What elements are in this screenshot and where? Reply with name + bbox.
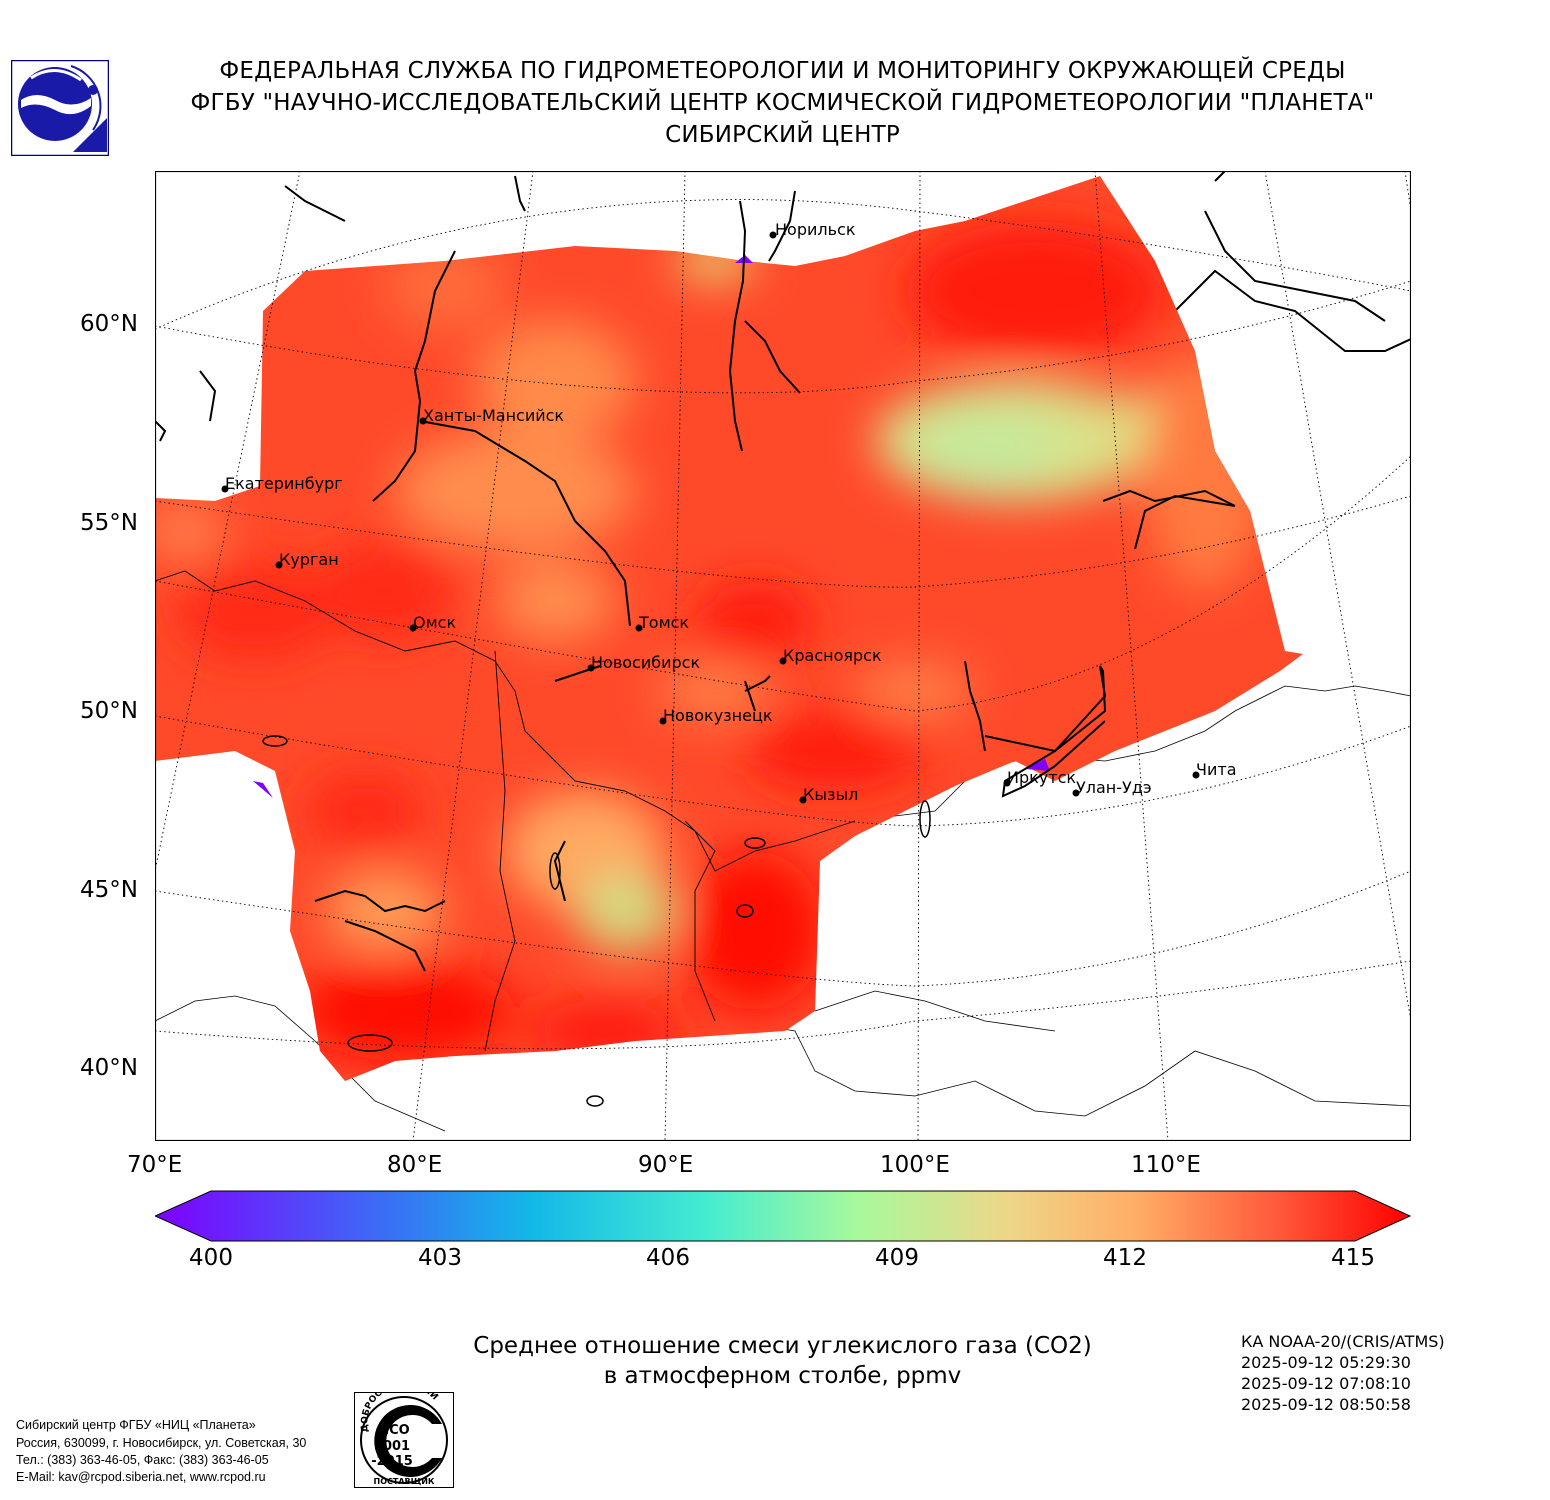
svg-text:Норильск: Норильск [775, 220, 856, 239]
footer-email: E-Mail: kav@rcpod.siberia.net, www.rcpod… [16, 1470, 266, 1484]
satellite-time-3: 2025-09-12 08:50:58 [1241, 1395, 1411, 1414]
svg-text:Омск: Омск [413, 613, 456, 632]
caption-line-1: Среднее отношение смеси углекислого газа… [473, 1333, 1092, 1359]
iso-badge: ДОБРОСОВЕСТНЫЙ ИСО 9001 -2015 ПОСТАВЩИК [354, 1379, 454, 1488]
city-kurgan: Курган [275, 550, 339, 569]
city-norilsk: Норильск [769, 220, 856, 239]
satellite-time-2: 2025-09-12 07:08:10 [1241, 1374, 1411, 1393]
svg-text:Екатеринбург: Екатеринбург [225, 474, 343, 493]
colorbar-tick-412: 412 [1103, 1245, 1147, 1271]
co2-map: Норильск Ханты-Мансийск Екатеринбург Кур… [154, 170, 1412, 1142]
lat-label-50: 50°N [80, 698, 138, 724]
satellite-time-1: 2025-09-12 05:29:30 [1241, 1353, 1411, 1372]
footer-address: Россия, 630099, г. Новосибирск, ул. Сове… [16, 1436, 307, 1450]
city-irkutsk: Иркутск [1003, 768, 1076, 787]
colorbar [153, 1190, 1412, 1242]
svg-text:Иркутск: Иркутск [1007, 768, 1076, 787]
lat-label-45: 45°N [80, 877, 138, 903]
city-khanty-mansiysk: Ханты-Мансийск [419, 406, 564, 425]
svg-text:9001: 9001 [374, 1439, 410, 1454]
city-kyzyl: Кызыл [799, 785, 858, 804]
lon-label-80: 80°E [387, 1152, 443, 1178]
svg-text:Красноярск: Красноярск [783, 646, 882, 665]
lat-label-40: 40°N [80, 1055, 138, 1081]
colorbar-tick-406: 406 [646, 1245, 690, 1271]
city-novosibirsk: Новосибирск [587, 653, 700, 672]
planeta-logo [10, 59, 110, 157]
svg-text:ПОСТАВЩИК: ПОСТАВЩИК [374, 1477, 435, 1486]
city-markers: Норильск Ханты-Мансийск Екатеринбург Кур… [221, 220, 1237, 804]
svg-text:Новокузнецк: Новокузнецк [663, 706, 773, 725]
header-line-2: ФГБУ "НАУЧНО-ИССЛЕДОВАТЕЛЬСКИЙ ЦЕНТР КОС… [190, 90, 1375, 116]
colorbar-tick-415: 415 [1331, 1245, 1375, 1271]
city-novokuznetsk: Новокузнецк [659, 706, 773, 725]
city-krasnoyarsk: Красноярск [779, 646, 882, 665]
city-ulan-ude: Улан-Удэ [1072, 778, 1152, 797]
lon-label-70: 70°E [127, 1152, 183, 1178]
svg-text:ИСО: ИСО [378, 1423, 409, 1438]
svg-text:Чита: Чита [1196, 760, 1237, 779]
lat-label-55: 55°N [80, 510, 138, 536]
satellite-name: КА NOAA-20/(CRIS/ATMS) [1241, 1332, 1445, 1351]
colorbar-tick-409: 409 [875, 1245, 919, 1271]
svg-text:Улан-Удэ: Улан-Удэ [1076, 778, 1152, 797]
svg-text:Курган: Курган [279, 550, 339, 569]
city-yekaterinburg: Екатеринбург [221, 474, 343, 493]
svg-text:-2015: -2015 [371, 1454, 413, 1469]
footer-phone: Тел.: (383) 363-46-05, Факс: (383) 363-4… [16, 1453, 269, 1467]
svg-text:Ханты-Мансийск: Ханты-Мансийск [423, 406, 564, 425]
city-tomsk: Томск [635, 613, 689, 632]
svg-text:Новосибирск: Новосибирск [591, 653, 700, 672]
city-chita: Чита [1192, 760, 1237, 779]
colorbar-tick-403: 403 [418, 1245, 462, 1271]
lon-label-90: 90°E [638, 1152, 694, 1178]
lon-label-110: 110°E [1131, 1152, 1201, 1178]
caption-line-2: в атмосферном столбе, ppmv [603, 1363, 962, 1389]
lon-label-100: 100°E [880, 1152, 950, 1178]
header-line-1: ФЕДЕРАЛЬНАЯ СЛУЖБА ПО ГИДРОМЕТЕОРОЛОГИИ … [219, 58, 1346, 84]
svg-text:Томск: Томск [638, 613, 689, 632]
svg-text:Кызыл: Кызыл [803, 785, 858, 804]
lat-label-60: 60°N [80, 311, 138, 337]
footer-org: Сибирский центр ФГБУ «НИЦ «Планета» [16, 1418, 256, 1432]
header-line-3: СИБИРСКИЙ ЦЕНТР [665, 122, 900, 148]
city-omsk: Омск [409, 613, 456, 632]
colorbar-tick-400: 400 [189, 1245, 233, 1271]
